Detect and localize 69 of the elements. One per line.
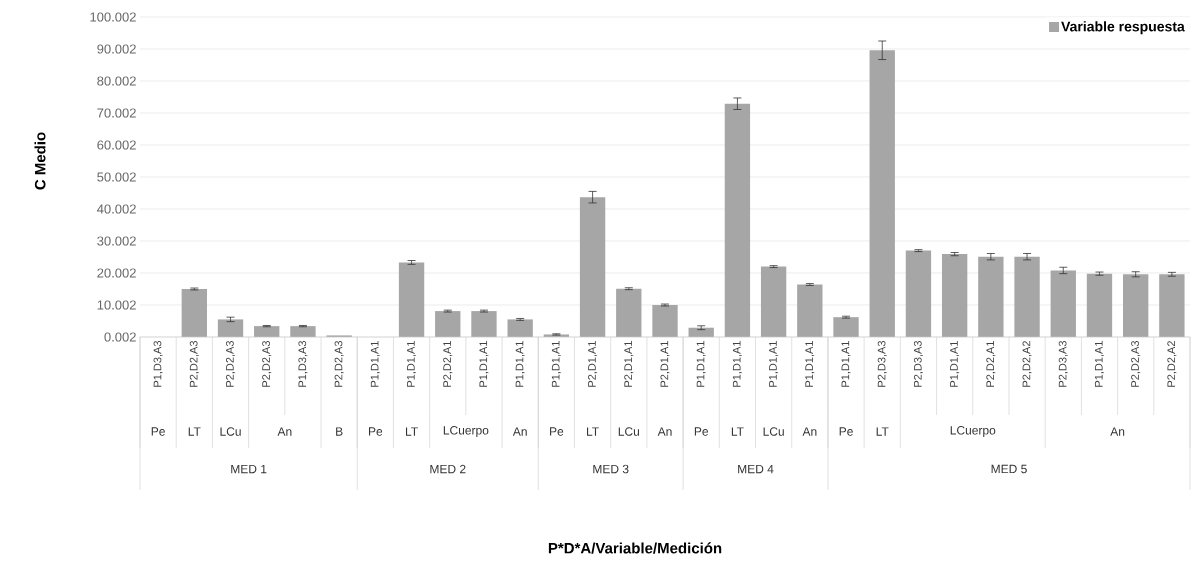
text: LT: [405, 427, 418, 436]
x-tick-label: P1,D3,A3: [298, 341, 308, 387]
text: MED 5: [991, 464, 1027, 474]
text: MED 1: [231, 464, 267, 474]
text: LCu: [618, 427, 640, 436]
text: LT: [731, 427, 744, 436]
y-tick-label: 10.002: [97, 300, 136, 310]
x-tick-label: P2,D1,A1: [588, 341, 598, 387]
x-tick-label: P2,D2,A1: [986, 341, 996, 387]
y-tick-label: 60.002: [97, 140, 136, 150]
text: An: [1110, 427, 1125, 436]
x-tick-label: P2,D2,A1: [443, 341, 453, 387]
x-tick-label: P2,D2,A3: [225, 341, 236, 387]
y-tick-label: 70.002: [97, 108, 136, 118]
text: An: [512, 427, 527, 436]
text: Pe: [369, 427, 383, 436]
text: P*D*A/Variable/Medición: [548, 542, 722, 554]
y-tick-label: 50.002: [97, 172, 136, 182]
text: Pe: [839, 427, 853, 436]
x-tick-label: P1,D1,A1: [1095, 341, 1104, 387]
text: LCu: [220, 427, 241, 436]
text: Pe: [151, 427, 165, 436]
x-tick-label: P1,D1,A1: [479, 341, 489, 387]
x-tick-label: P2,D2,A2: [1167, 341, 1177, 387]
text: An: [802, 427, 817, 436]
x-tick-label: P2,D3,A3: [877, 341, 887, 387]
x-tick-label: P1,D1,A1: [407, 341, 417, 387]
y-axis-title: C Medio: [34, 132, 46, 190]
x-tick-label: P2,D2,A3: [189, 341, 199, 387]
x-tick-label: P1,D1,A1: [769, 341, 779, 387]
text: LT: [876, 427, 889, 436]
x-tick-label: P1,D1,A1: [950, 341, 960, 387]
x-tick-label: P2,D3,A3: [913, 341, 923, 387]
x-tick-label: P2,D2,A3: [334, 341, 344, 387]
x-tick-label: P1,D1,A1: [841, 341, 851, 387]
y-tick-label: 40.002: [97, 204, 136, 214]
y-tick-label: 100.002: [90, 12, 136, 22]
text: Pe: [550, 427, 564, 436]
x-tick-label: P1,D1,A1: [696, 341, 706, 387]
text: MED 2: [430, 464, 466, 474]
y-tick-label: 20.002: [97, 268, 136, 278]
x-tick-label: P1,D3,A3: [153, 341, 163, 387]
x-tick-label: P2,D3,A3: [1058, 341, 1068, 387]
text: B: [336, 427, 343, 436]
text: LCu: [763, 427, 784, 436]
y-tick-label: 80.002: [97, 76, 136, 86]
text: LT: [587, 427, 599, 436]
text: MED 4: [738, 464, 774, 474]
x-tick-label: P2,D1,A1: [660, 341, 670, 387]
y-tick-label: 90.002: [97, 44, 136, 54]
text: LCuerpo: [443, 426, 489, 437]
text: LCuerpo: [950, 426, 996, 437]
text: An: [277, 427, 292, 436]
x-tick-label: P2,D2,A3: [262, 341, 272, 387]
x-tick-label: P1,D1,A1: [370, 341, 380, 387]
x-tick-label: P1,D1,A1: [515, 341, 525, 387]
text: An: [657, 427, 672, 436]
x-tick-label: P1,D1,A1: [732, 341, 742, 387]
text: LT: [188, 427, 201, 436]
text: MED 3: [593, 464, 629, 474]
x-tick-label: P2,D2,A3: [1131, 341, 1141, 387]
x-tick-label: P1,D1,A1: [551, 341, 561, 387]
text: Pe: [694, 427, 709, 436]
legend-label: Variable respuesta: [1061, 21, 1185, 35]
y-tick-label: 30.002: [97, 236, 136, 246]
y-tick-label: 0.002: [104, 332, 136, 342]
x-tick-label: P2,D1,A1: [624, 341, 634, 387]
x-tick-label: P1,D1,A1: [805, 341, 815, 387]
x-tick-label: P2,D2,A2: [1022, 341, 1032, 387]
